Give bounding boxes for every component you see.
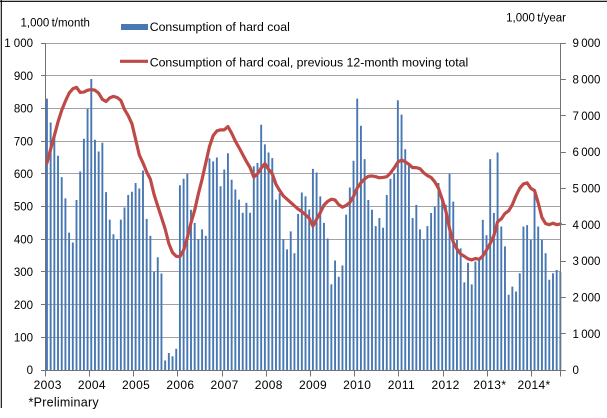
svg-text:500: 500 — [14, 202, 33, 214]
svg-text:1,000 t/month: 1,000 t/month — [21, 18, 90, 30]
svg-text:9 000: 9 000 — [573, 38, 601, 50]
svg-text:Consumption of hard coal, prev: Consumption of hard coal, previous 12-mo… — [150, 55, 469, 69]
svg-text:2014*: 2014* — [517, 378, 550, 392]
svg-text:2010: 2010 — [343, 378, 371, 392]
svg-text:2006: 2006 — [166, 378, 194, 392]
svg-text:0: 0 — [27, 365, 33, 377]
svg-text:2012: 2012 — [432, 378, 460, 392]
svg-text:1 000: 1 000 — [4, 38, 33, 50]
svg-text:2005: 2005 — [122, 378, 150, 392]
svg-text:2009: 2009 — [299, 378, 327, 392]
svg-text:2 000: 2 000 — [573, 293, 601, 305]
svg-text:900: 900 — [14, 71, 33, 83]
svg-text:2008: 2008 — [255, 378, 283, 392]
svg-text:Consumption of hard coal: Consumption of hard coal — [150, 20, 290, 34]
svg-text:6 000: 6 000 — [573, 147, 601, 159]
svg-text:4 000: 4 000 — [573, 220, 601, 232]
svg-text:700: 700 — [14, 136, 33, 148]
svg-text:3 000: 3 000 — [573, 256, 601, 268]
svg-text:*Preliminary: *Preliminary — [29, 395, 100, 409]
svg-text:200: 200 — [14, 300, 33, 312]
svg-text:2007: 2007 — [211, 378, 239, 392]
svg-text:2011: 2011 — [388, 378, 415, 392]
svg-text:0: 0 — [573, 365, 579, 377]
svg-text:400: 400 — [14, 234, 33, 246]
svg-text:300: 300 — [14, 267, 33, 279]
svg-text:600: 600 — [14, 169, 33, 181]
svg-text:2004: 2004 — [78, 378, 106, 392]
svg-text:1,000 t/year: 1,000 t/year — [506, 13, 566, 25]
svg-text:2003: 2003 — [34, 378, 62, 392]
svg-text:800: 800 — [14, 104, 33, 116]
svg-text:7 000: 7 000 — [573, 111, 601, 123]
svg-text:1 000: 1 000 — [573, 329, 601, 341]
svg-text:100: 100 — [14, 333, 33, 345]
svg-text:5 000: 5 000 — [573, 184, 601, 196]
svg-text:2013*: 2013* — [473, 378, 506, 392]
svg-text:8 000: 8 000 — [573, 75, 601, 87]
